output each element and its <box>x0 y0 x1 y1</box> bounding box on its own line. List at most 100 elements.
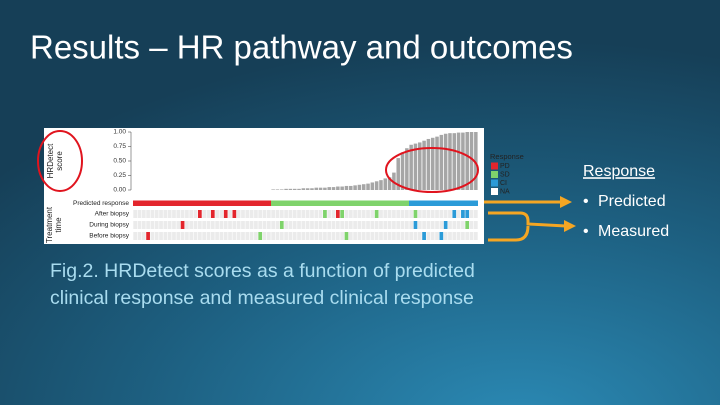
row-group-label: time <box>54 217 63 233</box>
empty-cell <box>310 232 314 240</box>
empty-cell <box>163 232 168 240</box>
empty-cell <box>232 232 237 240</box>
empty-cell <box>392 210 396 218</box>
empty-cell <box>448 210 452 218</box>
empty-cell <box>323 232 327 240</box>
empty-cell <box>443 210 448 218</box>
empty-cell <box>348 232 353 240</box>
empty-cell <box>361 232 366 240</box>
bar <box>443 133 448 190</box>
empty-cell <box>409 221 414 229</box>
row-label: After biopsy <box>95 211 130 218</box>
empty-cell <box>167 232 172 240</box>
empty-cell <box>305 210 310 218</box>
empty-cell <box>340 232 345 240</box>
slide-title: Results – HR pathway and outcomes <box>30 29 573 66</box>
empty-cell <box>236 210 241 218</box>
empty-cell <box>473 221 478 229</box>
arrow-head <box>564 220 576 232</box>
empty-cell <box>292 221 297 229</box>
empty-cell <box>297 232 301 240</box>
empty-cell <box>180 210 185 218</box>
empty-cell <box>262 210 267 218</box>
bullet: • <box>583 193 589 210</box>
y-tick-label: 1.00 <box>113 129 126 136</box>
empty-cell <box>185 232 189 240</box>
bar <box>357 184 362 190</box>
empty-cell <box>327 232 332 240</box>
response-mark <box>232 210 237 218</box>
empty-cell <box>249 232 254 240</box>
caption-line: Fig.2. HRDetect scores as a function of … <box>50 260 475 282</box>
empty-cell <box>379 221 383 229</box>
bar <box>474 132 478 190</box>
empty-cell <box>154 221 159 229</box>
empty-cell <box>426 221 431 229</box>
empty-cell <box>465 232 470 240</box>
response-mark <box>258 232 263 240</box>
empty-cell <box>258 210 263 218</box>
empty-cell <box>448 221 452 229</box>
empty-cell <box>400 221 405 229</box>
highlight-ellipse <box>37 130 83 192</box>
response-mark <box>413 221 418 229</box>
bar <box>396 158 400 190</box>
empty-cell <box>137 221 142 229</box>
empty-cell <box>430 232 435 240</box>
bar <box>379 180 383 190</box>
empty-cell <box>141 221 146 229</box>
empty-cell <box>469 221 474 229</box>
empty-cell <box>327 221 332 229</box>
empty-cell <box>189 232 194 240</box>
bar <box>435 136 439 190</box>
empty-cell <box>404 232 409 240</box>
empty-cell <box>361 210 366 218</box>
y-tick-label: 0.50 <box>113 158 126 165</box>
empty-cell <box>439 210 444 218</box>
empty-cell <box>456 232 461 240</box>
empty-cell <box>185 210 189 218</box>
empty-cell <box>228 221 232 229</box>
empty-cell <box>456 210 461 218</box>
empty-cell <box>266 221 271 229</box>
empty-cell <box>310 210 314 218</box>
empty-cell <box>271 232 276 240</box>
empty-cell <box>353 210 357 218</box>
empty-cell <box>348 221 353 229</box>
empty-cell <box>340 221 345 229</box>
empty-cell <box>271 221 276 229</box>
empty-cell <box>150 232 155 240</box>
empty-cell <box>469 210 474 218</box>
empty-cell <box>219 221 224 229</box>
empty-cell <box>219 232 224 240</box>
response-mark <box>452 210 457 218</box>
empty-cell <box>361 221 366 229</box>
empty-cell <box>249 221 254 229</box>
empty-cell <box>288 210 293 218</box>
empty-cell <box>202 221 207 229</box>
bar <box>361 184 366 190</box>
empty-cell <box>206 221 211 229</box>
empty-cell <box>417 210 422 218</box>
empty-cell <box>318 221 323 229</box>
empty-cell <box>254 232 258 240</box>
bar <box>409 144 413 190</box>
bar <box>465 132 469 190</box>
bar <box>374 181 379 190</box>
bar <box>284 188 288 190</box>
empty-cell <box>370 221 375 229</box>
empty-cell <box>167 221 172 229</box>
empty-cell <box>439 221 444 229</box>
legend-label: SD <box>500 171 510 178</box>
empty-cell <box>241 221 245 229</box>
empty-cell <box>396 232 401 240</box>
response-mark <box>223 210 228 218</box>
empty-cell <box>284 221 288 229</box>
empty-cell <box>456 221 461 229</box>
legend-swatch <box>491 171 498 178</box>
empty-cell <box>297 210 301 218</box>
row-group-label: Treatment <box>45 206 54 243</box>
empty-cell <box>197 232 202 240</box>
